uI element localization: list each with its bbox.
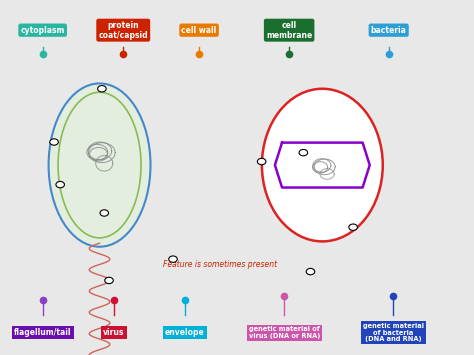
Circle shape bbox=[349, 224, 357, 230]
Circle shape bbox=[306, 268, 315, 275]
Circle shape bbox=[105, 277, 113, 284]
Circle shape bbox=[100, 210, 109, 216]
Circle shape bbox=[169, 256, 177, 262]
Text: virus: virus bbox=[103, 328, 125, 337]
Circle shape bbox=[257, 158, 266, 165]
Text: cell wall: cell wall bbox=[182, 26, 217, 35]
Ellipse shape bbox=[48, 83, 151, 247]
Circle shape bbox=[299, 149, 308, 156]
Text: genetic material
of bacteria
(DNA and RNA): genetic material of bacteria (DNA and RN… bbox=[363, 323, 424, 342]
Text: protein
coat/capsid: protein coat/capsid bbox=[99, 21, 148, 39]
Circle shape bbox=[98, 86, 106, 92]
Circle shape bbox=[50, 139, 58, 145]
Text: flagellum/tail: flagellum/tail bbox=[14, 328, 72, 337]
Text: cell
membrane: cell membrane bbox=[266, 21, 312, 39]
Text: cytoplasm: cytoplasm bbox=[20, 26, 65, 35]
Text: genetic material of
virus (DNA or RNA): genetic material of virus (DNA or RNA) bbox=[249, 326, 320, 339]
Text: envelope: envelope bbox=[165, 328, 205, 337]
Text: Feature is sometimes present: Feature is sometimes present bbox=[164, 260, 277, 269]
Circle shape bbox=[56, 181, 64, 188]
Ellipse shape bbox=[262, 89, 383, 241]
Text: bacteria: bacteria bbox=[371, 26, 407, 35]
